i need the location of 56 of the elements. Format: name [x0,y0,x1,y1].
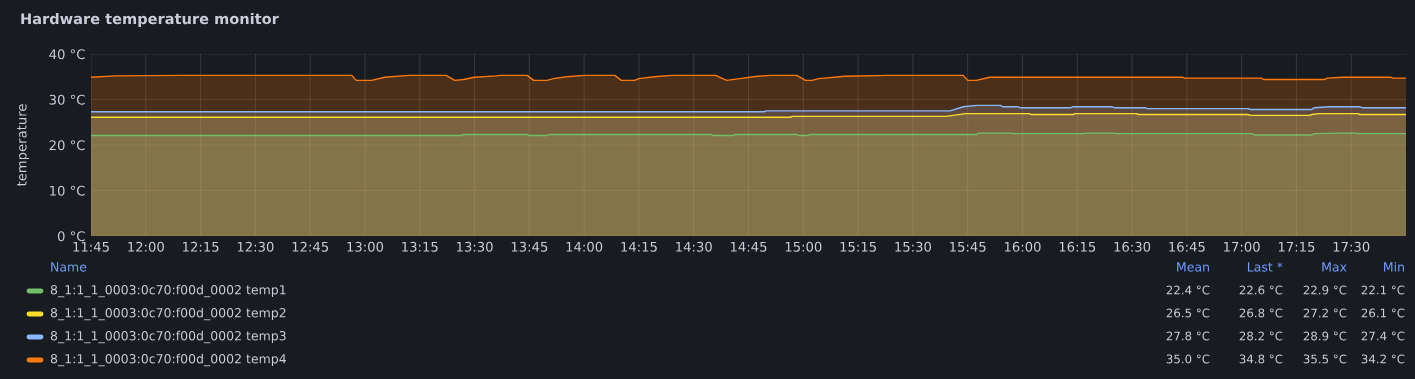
text: 34.8 °C [1239,354,1283,364]
text: 28.9 °C [1303,331,1347,341]
legend-label: 8_1:1_1_0003:0c70:f00d_0002 temp3 [50,330,286,344]
y-tick-label: 0 °C [57,231,85,242]
x-tick-label: 13:00 [347,241,384,252]
x-tick-label: 14:15 [621,241,657,252]
text: Max [1322,262,1347,272]
text: 26.5 °C [1166,308,1210,318]
text: 34.2 °C [1361,354,1405,364]
text: 22.1 °C [1361,285,1405,295]
y-tick-label: 10 °C [50,185,85,196]
legend-label: 8_1:1_1_0003:0c70:f00d_0002 temp1 [50,284,286,298]
x-tick-label: 12:00 [128,241,164,252]
x-tick-label: 17:15 [1278,241,1315,252]
x-tick-label: 15:00 [785,241,822,252]
y-tick-label: 40 °C [49,49,85,60]
x-tick-label: 15:15 [840,241,876,252]
x-tick-label: 16:15 [1059,241,1096,252]
x-tick-label: 14:30 [676,241,712,252]
text: Mean [1177,262,1209,272]
text: Name [51,262,87,272]
x-tick-label: 14:00 [566,241,603,252]
text: 35.0 °C [1166,354,1210,364]
x-tick-label: 15:30 [895,241,932,252]
text: 22.9 °C [1303,285,1347,295]
x-tick-label: 15:45 [950,241,986,252]
text: 22.4 °C [1166,285,1210,295]
x-tick-label: 16:30 [1114,241,1151,252]
x-tick-label: 12:45 [292,241,329,252]
text: Min [1384,261,1404,272]
x-tick-label: 16:00 [1004,241,1041,252]
y-tick-label: 20 °C [49,140,85,151]
x-tick-label: 17:00 [1224,241,1260,252]
legend-label: 8_1:1_1_0003:0c70:f00d_0002 temp4 [50,353,286,367]
text: 27.8 °C [1166,331,1210,341]
x-tick-label: 12:30 [237,241,274,252]
text: Last * [1247,262,1283,272]
x-tick-label: 17:30 [1333,241,1370,252]
y-axis-title: temperature [17,104,30,187]
chart-title: Hardware temperature monitor [21,12,279,28]
text: 26.8 °C [1239,308,1283,318]
x-tick-label: 11:45 [73,241,109,252]
x-tick-label: 14:45 [730,241,767,252]
x-tick-label: 13:15 [402,241,438,252]
x-tick-label: 13:30 [456,241,493,252]
text: 27.4 °C [1361,331,1405,341]
text: 26.1 °C [1361,308,1405,318]
text: 22.6 °C [1239,285,1283,295]
text: 27.2 °C [1303,308,1347,318]
legend-label: 8_1:1_1_0003:0c70:f00d_0002 temp2 [50,307,286,321]
text: 28.2 °C [1239,331,1283,341]
text: 35.5 °C [1303,354,1347,364]
x-tick-label: 13:45 [511,241,548,252]
y-tick-label: 30 °C [49,94,85,105]
x-tick-label: 16:45 [1169,241,1205,252]
x-tick-label: 12:15 [183,241,219,252]
